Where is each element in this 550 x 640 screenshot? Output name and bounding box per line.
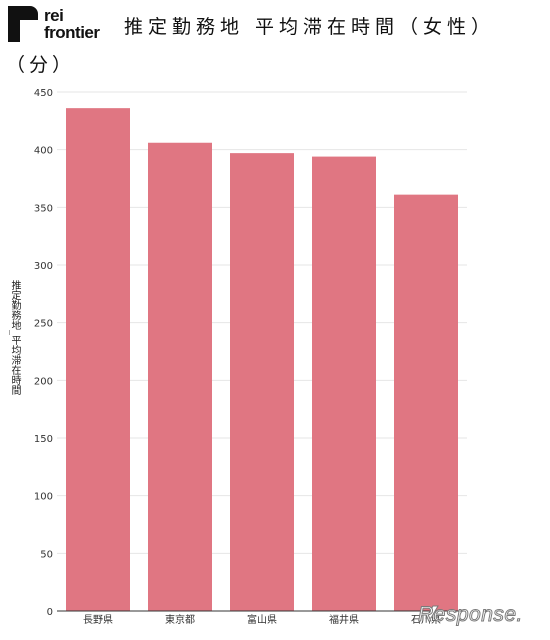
x-tick-label: 富山県 [247, 613, 277, 626]
y-tick-label: 100 [34, 492, 53, 503]
unit-label: （分） [6, 54, 76, 76]
bar-4 [312, 156, 376, 611]
y-tick-label: 150 [34, 434, 53, 445]
y-tick-label: 350 [34, 203, 53, 214]
x-tick-label: 東京都 [165, 613, 195, 626]
y-tick-label: 0 [47, 607, 53, 618]
y-tick-label: 450 [34, 88, 53, 99]
y-tick-label: 200 [34, 376, 53, 387]
bar-3 [230, 153, 294, 612]
y-tick-label: 300 [34, 261, 53, 272]
logo-text: rei frontier [44, 7, 100, 41]
x-tick-label: 長野県 [83, 614, 113, 626]
x-tick-label: 福井県 [329, 613, 359, 626]
y-tick-label: 400 [34, 146, 53, 157]
logo-mark-icon [8, 6, 38, 42]
logo-text-line2: frontier [44, 23, 100, 42]
bar-5 [394, 194, 458, 611]
response-logo-icon [425, 605, 439, 619]
y-tick-label: 250 [34, 319, 53, 330]
page-title: 推定勤務地 平均滞在時間（女性） [124, 16, 496, 38]
response-watermark: Response. [418, 603, 523, 627]
x-tick-label: 石川県 [411, 614, 441, 626]
y-axis-title: 推定勤務地_平均滞在時間 [9, 280, 20, 395]
y-tick-label: 50 [40, 549, 53, 560]
bar-2 [148, 142, 212, 611]
bar-1 [66, 108, 130, 611]
rei-frontier-logo: rei frontier [8, 6, 108, 44]
logo-text-line1: rei [44, 6, 64, 25]
